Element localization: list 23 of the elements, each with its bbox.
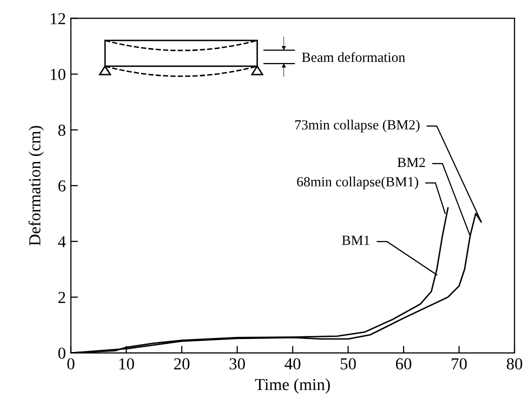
y-tick-label: 4 [58, 236, 66, 248]
annotation: 68min collapse(BM1) [297, 176, 418, 190]
y-tick-label: 6 [58, 180, 66, 192]
x-tick-label: 10 [119, 358, 134, 370]
y-tick-label: 12 [50, 13, 66, 24]
x-tick-label: 20 [174, 358, 190, 370]
y-tick-label: 8 [58, 124, 66, 136]
x-tick-label: 30 [230, 358, 245, 370]
y-tick-label: 2 [58, 292, 66, 303]
x-tick-label: 70 [452, 358, 467, 370]
annotation: Beam deformation [302, 52, 406, 62]
annotation: 73min collapse (BM2) [295, 120, 420, 132]
y-tick-label: 10 [50, 68, 66, 80]
annotation: BM2 [398, 158, 425, 167]
x-tick-label: 0 [67, 358, 74, 370]
x-tick-label: 40 [284, 358, 300, 370]
x-tick-label: 80 [506, 358, 522, 370]
y-axis-title: Deformation (cm) [28, 126, 44, 246]
annotation: BM1 [342, 236, 370, 245]
x-tick-label: 60 [396, 358, 412, 370]
x-axis-title: Time (min) [255, 378, 330, 394]
x-tick-label: 50 [340, 358, 356, 370]
y-tick-label: 0 [58, 348, 66, 359]
